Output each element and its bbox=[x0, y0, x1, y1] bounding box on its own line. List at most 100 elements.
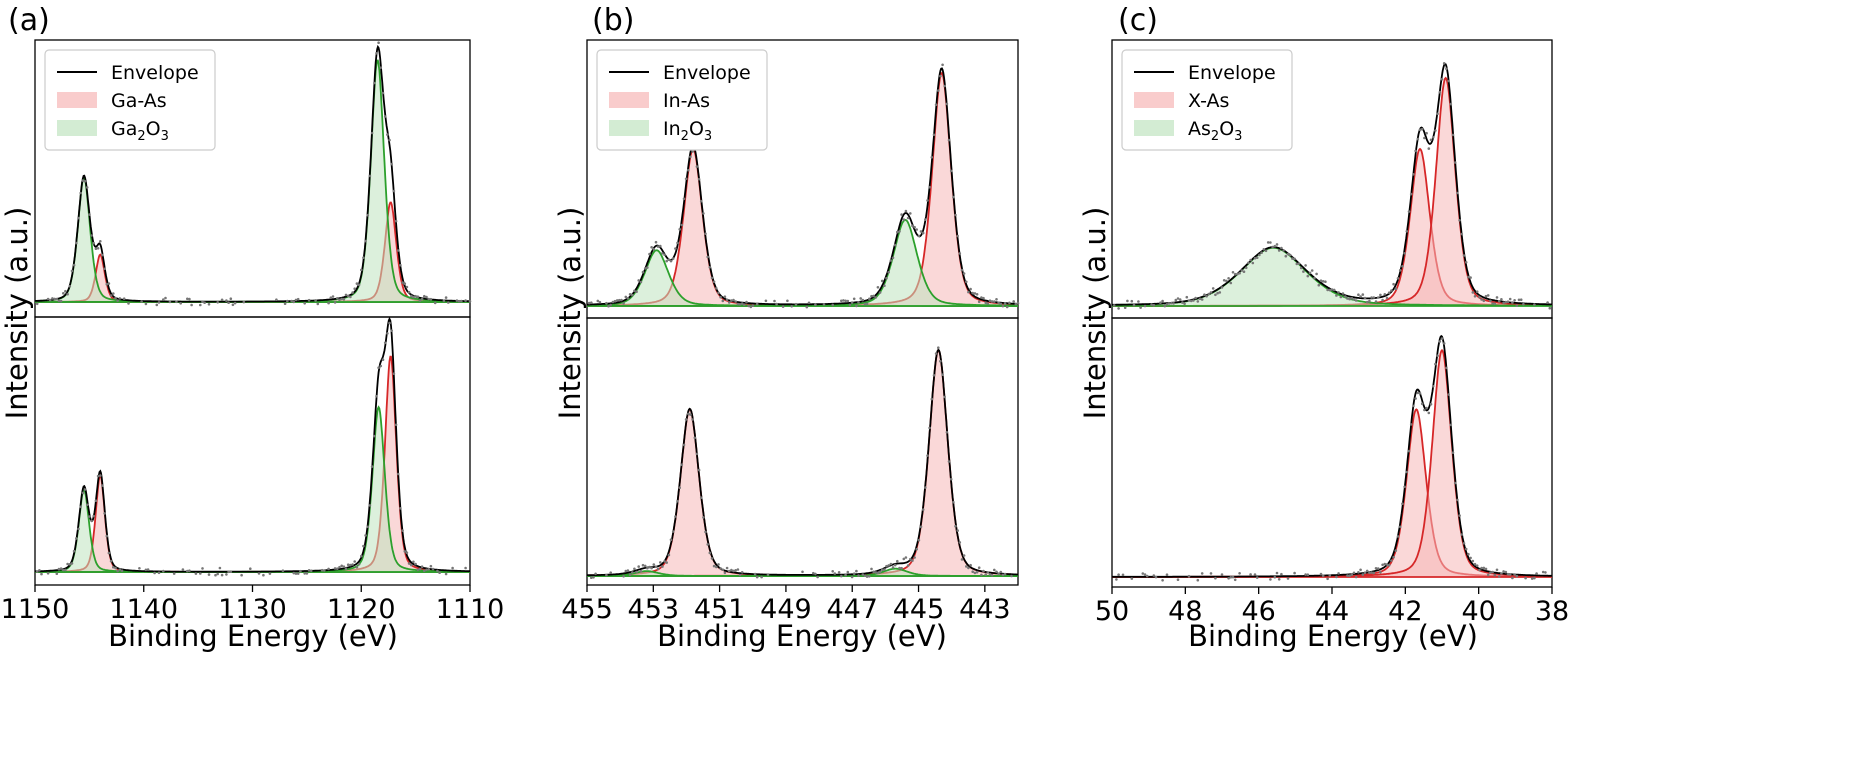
data-point bbox=[740, 571, 744, 574]
data-point bbox=[775, 302, 778, 306]
x-axis-label-c: Binding Energy (eV) bbox=[1188, 619, 1478, 653]
data-point bbox=[661, 252, 664, 255]
data-point bbox=[309, 569, 313, 573]
data-point bbox=[1398, 269, 1402, 272]
data-point bbox=[1460, 232, 1464, 236]
data-point bbox=[88, 213, 91, 216]
data-point bbox=[257, 572, 261, 575]
data-point bbox=[852, 572, 856, 575]
plot-frame-2-1 bbox=[1111, 317, 1553, 588]
data-point bbox=[1304, 573, 1307, 576]
data-point bbox=[403, 550, 407, 553]
data-point bbox=[667, 258, 671, 262]
data-point bbox=[1178, 298, 1182, 301]
data-point bbox=[116, 569, 119, 573]
data-point bbox=[1003, 572, 1007, 576]
x-ticks-b: 455 453 451 449 447 445 443 bbox=[561, 585, 1011, 625]
data-point bbox=[699, 199, 703, 203]
data-point bbox=[719, 295, 722, 299]
data-point bbox=[1185, 295, 1189, 299]
data-point bbox=[1165, 573, 1169, 576]
data-point bbox=[1471, 559, 1475, 563]
data-point bbox=[1359, 568, 1362, 572]
data-point bbox=[909, 212, 912, 215]
data-point bbox=[852, 297, 856, 301]
data-point bbox=[70, 269, 74, 273]
data-point bbox=[1491, 302, 1494, 305]
data-point bbox=[949, 477, 953, 481]
data-point bbox=[401, 529, 404, 532]
data-point bbox=[684, 418, 688, 421]
data-point bbox=[962, 554, 966, 557]
data-point bbox=[814, 572, 817, 576]
data-point bbox=[988, 299, 992, 303]
data-point bbox=[1187, 299, 1191, 302]
x-tick-label-2-2: 46 bbox=[1241, 596, 1275, 627]
data-point bbox=[1368, 299, 1371, 303]
data-point bbox=[444, 572, 448, 576]
legend-swatch-0-1 bbox=[57, 92, 97, 108]
data-point bbox=[708, 266, 712, 269]
data-point bbox=[1335, 575, 1338, 579]
data-point bbox=[1533, 576, 1536, 580]
data-point bbox=[840, 299, 843, 303]
data-point bbox=[1447, 79, 1450, 83]
data-point bbox=[676, 499, 679, 503]
data-point bbox=[1394, 287, 1398, 291]
data-point bbox=[837, 571, 841, 574]
x-tick-label-0-4: 1110 bbox=[436, 594, 505, 625]
data-point bbox=[1414, 397, 1417, 400]
data-point bbox=[650, 246, 653, 249]
data-point bbox=[1381, 298, 1384, 302]
data-point bbox=[399, 263, 402, 267]
subplot-a-bottom bbox=[34, 316, 471, 586]
data-point bbox=[90, 519, 93, 523]
data-point bbox=[687, 168, 690, 172]
data-point bbox=[1517, 298, 1521, 302]
data-point bbox=[1165, 303, 1169, 306]
data-point bbox=[1438, 90, 1442, 94]
data-point bbox=[1390, 289, 1393, 292]
data-point bbox=[379, 364, 383, 368]
data-point bbox=[663, 253, 666, 256]
data-point bbox=[730, 299, 733, 302]
data-point bbox=[1359, 295, 1362, 298]
data-point bbox=[1286, 252, 1290, 256]
data-point bbox=[1506, 300, 1510, 304]
data-point bbox=[919, 230, 923, 233]
data-point bbox=[59, 299, 63, 303]
data-point bbox=[626, 569, 630, 572]
data-point bbox=[934, 103, 938, 106]
data-point bbox=[915, 547, 918, 551]
data-point bbox=[1372, 571, 1376, 575]
data-point bbox=[1214, 576, 1217, 580]
data-point bbox=[1012, 300, 1015, 303]
data-point bbox=[370, 465, 374, 468]
data-point bbox=[1249, 258, 1252, 262]
data-point bbox=[1374, 300, 1378, 303]
data-point bbox=[418, 299, 422, 302]
data-point bbox=[939, 359, 942, 363]
data-point bbox=[199, 303, 202, 307]
data-point bbox=[379, 66, 383, 69]
data-point bbox=[1209, 291, 1213, 294]
data-point bbox=[373, 434, 376, 438]
data-point bbox=[1403, 485, 1406, 489]
data-point bbox=[590, 301, 593, 305]
data-point bbox=[381, 358, 385, 362]
data-point bbox=[999, 570, 1003, 574]
data-point bbox=[109, 559, 113, 563]
data-point bbox=[917, 234, 921, 238]
data-point bbox=[307, 298, 311, 302]
data-point bbox=[755, 302, 759, 306]
data-point bbox=[1374, 567, 1378, 570]
data-point bbox=[55, 297, 59, 301]
data-point bbox=[943, 84, 946, 88]
data-point bbox=[464, 566, 467, 570]
data-point bbox=[83, 180, 87, 183]
data-point bbox=[1434, 362, 1437, 366]
data-point bbox=[399, 507, 402, 510]
data-point bbox=[945, 431, 949, 434]
data-point bbox=[233, 301, 237, 305]
data-point bbox=[609, 571, 612, 574]
